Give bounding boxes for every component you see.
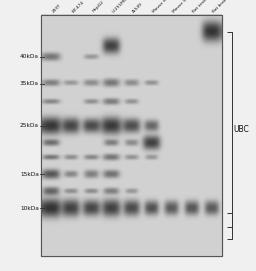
FancyBboxPatch shape bbox=[41, 15, 222, 256]
Text: Rat testis: Rat testis bbox=[192, 0, 209, 13]
Text: 25kDa: 25kDa bbox=[20, 123, 39, 128]
Text: HepG2: HepG2 bbox=[92, 0, 105, 13]
Text: 40kDa: 40kDa bbox=[20, 54, 39, 59]
Text: BT-474: BT-474 bbox=[72, 0, 85, 13]
Text: UBC: UBC bbox=[234, 125, 249, 134]
Text: Mouse testis: Mouse testis bbox=[152, 0, 174, 13]
Text: 293T: 293T bbox=[51, 3, 62, 13]
Text: 15kDa: 15kDa bbox=[20, 172, 39, 177]
Text: Mouse liver: Mouse liver bbox=[172, 0, 193, 13]
Text: Rat brain: Rat brain bbox=[212, 0, 229, 13]
Text: U-251MG: U-251MG bbox=[112, 0, 129, 13]
Text: 10kDa: 10kDa bbox=[20, 205, 39, 211]
Text: A-549: A-549 bbox=[132, 1, 144, 13]
Text: 35kDa: 35kDa bbox=[20, 81, 39, 86]
